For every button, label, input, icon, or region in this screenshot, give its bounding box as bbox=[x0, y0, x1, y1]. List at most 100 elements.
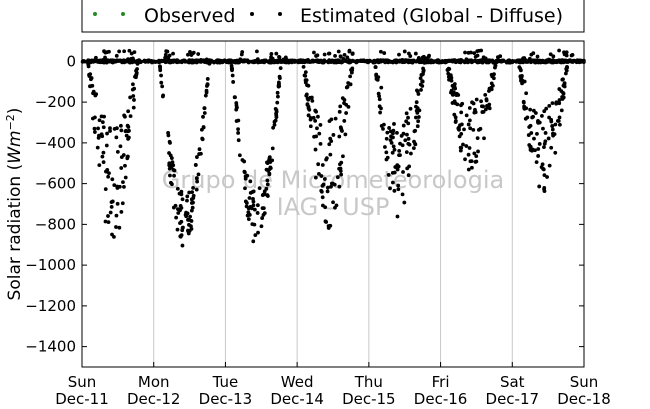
estimated-point bbox=[270, 56, 275, 61]
estimated-point bbox=[245, 213, 250, 218]
estimated-point bbox=[272, 123, 277, 127]
estimated-point bbox=[175, 186, 180, 191]
estimated-point bbox=[101, 125, 106, 130]
estimated-point bbox=[262, 189, 267, 194]
estimated-point bbox=[398, 153, 402, 158]
estimated-point bbox=[471, 127, 476, 132]
estimated-point bbox=[487, 89, 491, 93]
estimated-point bbox=[229, 63, 234, 68]
x-tick-label-date: Dec-17 bbox=[486, 390, 540, 408]
estimated-point bbox=[277, 76, 282, 80]
estimated-point bbox=[260, 216, 265, 220]
estimated-point bbox=[391, 135, 395, 140]
estimated-point bbox=[103, 187, 108, 192]
estimated-point bbox=[483, 93, 488, 97]
estimated-point bbox=[333, 116, 338, 121]
estimated-point bbox=[131, 94, 136, 98]
estimated-point bbox=[489, 85, 493, 90]
estimated-point bbox=[88, 84, 93, 89]
estimated-point bbox=[319, 189, 324, 194]
estimated-point bbox=[459, 122, 464, 127]
estimated-point bbox=[125, 154, 130, 159]
estimated-point bbox=[413, 128, 418, 133]
estimated-point bbox=[396, 164, 401, 169]
estimated-point bbox=[118, 123, 123, 128]
estimated-point bbox=[476, 149, 480, 154]
estimated-point bbox=[237, 153, 242, 158]
estimated-point bbox=[331, 200, 335, 205]
estimated-point bbox=[456, 126, 461, 131]
estimated-point bbox=[247, 196, 252, 200]
estimated-point bbox=[557, 98, 562, 102]
estimated-point bbox=[123, 114, 127, 119]
estimated-point bbox=[537, 184, 542, 189]
estimated-point bbox=[274, 108, 279, 113]
estimated-point bbox=[129, 56, 134, 61]
estimated-point bbox=[310, 98, 315, 103]
estimated-point bbox=[308, 124, 313, 129]
estimated-point bbox=[261, 206, 266, 210]
estimated-point bbox=[305, 83, 309, 88]
estimated-point bbox=[316, 162, 321, 167]
estimated-point bbox=[95, 145, 100, 150]
estimated-point bbox=[453, 120, 458, 124]
estimated-point bbox=[303, 70, 308, 75]
estimated-point bbox=[467, 118, 472, 123]
estimated-point bbox=[312, 50, 316, 55]
estimated-point bbox=[472, 151, 477, 156]
estimated-point bbox=[407, 142, 412, 147]
y-tick-label: −200 bbox=[35, 93, 76, 111]
estimated-point bbox=[414, 100, 419, 105]
estimated-point bbox=[200, 137, 205, 141]
estimated-point bbox=[484, 98, 489, 103]
estimated-point bbox=[100, 154, 105, 159]
estimated-point bbox=[519, 77, 523, 81]
estimated-point bbox=[231, 80, 236, 84]
estimated-point bbox=[202, 106, 207, 111]
estimated-point bbox=[534, 160, 539, 165]
y-tick-label: −1000 bbox=[25, 256, 76, 274]
estimated-point bbox=[190, 190, 195, 195]
estimated-point bbox=[479, 48, 484, 53]
estimated-point bbox=[114, 225, 118, 229]
estimated-point bbox=[127, 48, 132, 53]
estimated-point bbox=[374, 74, 379, 79]
estimated-point bbox=[236, 118, 241, 123]
estimated-point bbox=[328, 152, 333, 157]
estimated-point bbox=[195, 155, 199, 159]
estimated-point bbox=[464, 113, 469, 118]
estimated-point bbox=[265, 182, 270, 187]
estimated-point bbox=[165, 49, 170, 54]
estimated-point bbox=[345, 55, 350, 60]
x-tick-label-date: Dec-18 bbox=[557, 390, 611, 408]
estimated-point bbox=[557, 48, 561, 53]
estimated-point bbox=[106, 214, 110, 218]
estimated-point bbox=[269, 52, 274, 56]
estimated-point bbox=[523, 116, 528, 121]
estimated-point bbox=[536, 154, 541, 158]
estimated-point bbox=[467, 106, 472, 110]
estimated-point bbox=[384, 157, 389, 162]
estimated-point bbox=[562, 84, 567, 89]
estimated-point bbox=[178, 234, 183, 239]
estimated-point bbox=[336, 49, 341, 54]
estimated-point bbox=[301, 64, 306, 69]
estimated-point bbox=[334, 203, 339, 208]
legend-observed-label: Observed bbox=[144, 5, 235, 27]
estimated-point bbox=[205, 84, 209, 88]
estimated-point bbox=[115, 186, 120, 190]
estimated-point bbox=[342, 101, 346, 106]
estimated-point bbox=[528, 144, 533, 149]
estimated-point bbox=[542, 109, 547, 114]
estimated-point bbox=[401, 123, 406, 128]
estimated-point bbox=[411, 146, 416, 150]
x-tick-label-day: Sun bbox=[570, 373, 599, 391]
estimated-point bbox=[546, 136, 551, 141]
estimated-point bbox=[460, 101, 465, 106]
estimated-point bbox=[474, 159, 479, 164]
x-tick-label-day: Sat bbox=[500, 373, 525, 391]
estimated-point bbox=[524, 106, 529, 111]
estimated-point bbox=[176, 207, 180, 212]
estimated-point bbox=[459, 110, 464, 115]
estimated-point bbox=[398, 141, 402, 146]
